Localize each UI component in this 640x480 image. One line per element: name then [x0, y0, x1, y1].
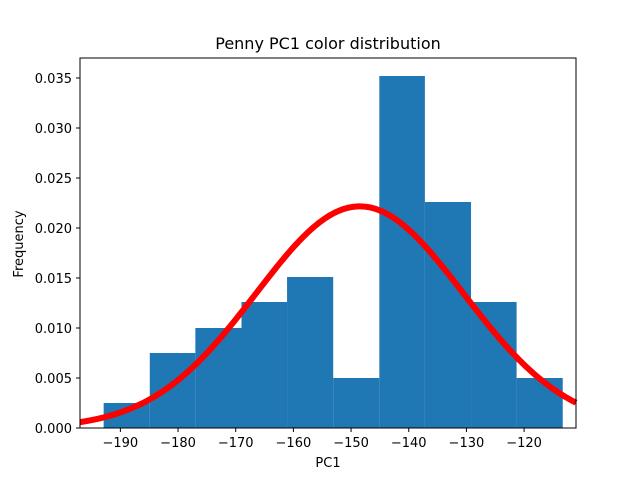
histogram-bar	[333, 378, 380, 428]
x-axis-label: PC1	[315, 456, 340, 471]
y-axis-ticks: 0.000 0.005 0.010 0.015 0.020 0.025 0.030 0.035	[35, 72, 80, 437]
x-tick-label: −170	[218, 436, 254, 451]
x-tick-label: −190	[103, 436, 139, 451]
y-tick-label: 0.020	[35, 222, 72, 237]
x-tick-label: −140	[391, 436, 427, 451]
y-axis-label: Frequency	[12, 210, 27, 277]
y-tick-label: 0.000	[35, 422, 72, 437]
y-tick-label: 0.015	[35, 272, 72, 287]
y-tick-label: 0.005	[35, 372, 72, 387]
plot-frame	[79, 57, 577, 429]
x-axis-ticks: −190 −180 −170 −160 −150 −140 −130 −120	[103, 428, 542, 451]
histogram-bar	[424, 202, 472, 428]
x-tick-label: −120	[506, 436, 542, 451]
histogram-bar	[471, 302, 517, 428]
normal-fit-curve	[79, 203, 578, 426]
histogram-bar	[516, 378, 563, 428]
histogram-bar	[379, 76, 425, 428]
x-tick-label: −160	[276, 436, 312, 451]
chart-title: Penny PC1 color distribution	[215, 34, 441, 53]
x-tick-label: −180	[160, 436, 196, 451]
x-tick-label: −150	[333, 436, 369, 451]
y-tick-label: 0.010	[35, 322, 72, 337]
y-tick-label: 0.035	[35, 72, 72, 87]
y-tick-label: 0.025	[35, 172, 72, 187]
histogram-bar	[149, 353, 196, 428]
histogram-bars	[103, 76, 563, 428]
histogram-bar	[241, 302, 288, 428]
x-tick-label: −130	[449, 436, 485, 451]
histogram-bar	[287, 277, 334, 428]
y-tick-label: 0.030	[35, 122, 72, 137]
